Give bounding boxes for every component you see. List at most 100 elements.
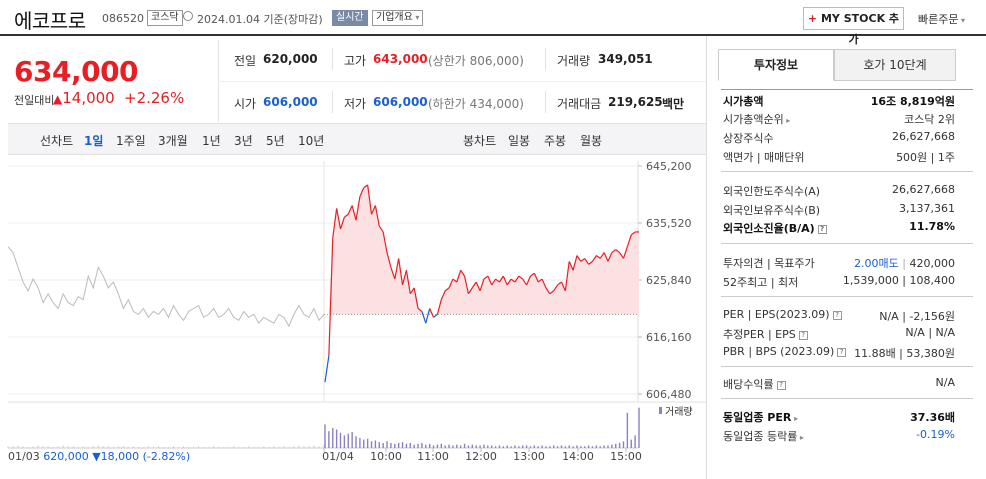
- price-segment: [471, 281, 477, 289]
- info-value: -0.19%: [916, 428, 955, 441]
- price-segment: [456, 270, 462, 283]
- info-key: 동일업종 PER: [723, 411, 792, 424]
- change-label: 전일대비: [14, 94, 55, 107]
- help-icon[interactable]: ?: [776, 381, 786, 390]
- price-segment: [588, 260, 593, 265]
- y-tick-label: 616,160: [646, 331, 692, 344]
- price-segment: [514, 275, 520, 283]
- tab-period-3y[interactable]: 3년: [234, 134, 253, 148]
- price-segment: [502, 275, 508, 286]
- price-segment: [560, 281, 566, 292]
- info-value-text: N/A | N/A: [905, 326, 955, 339]
- chevron-down-icon: ▾: [412, 13, 420, 22]
- price-segment: [336, 208, 342, 230]
- price-segment: [398, 258, 404, 286]
- tab-period-3m[interactable]: 3개월: [158, 134, 188, 148]
- info-key-wrap: 액면가 | 매매단위: [723, 149, 805, 165]
- chart-period-tabs: 선차트 1일 1주일 3개월 1년 3년 5년 10년 봉차트 일봉 주봉 월봉: [8, 123, 706, 155]
- tab-period-1d[interactable]: 1일: [84, 134, 104, 148]
- info-value-text: 3,137,361: [899, 202, 955, 215]
- tab-candle-week[interactable]: 주봉: [544, 134, 567, 148]
- x-tick-label: 12:00: [465, 450, 497, 463]
- info-value-text: 16조 8,819억원: [870, 95, 955, 108]
- price-segment: [479, 278, 485, 292]
- price-segment: [533, 272, 539, 283]
- price-segment: [626, 234, 632, 247]
- price-segment: [564, 261, 570, 291]
- tab-invest-info[interactable]: 투자정보: [718, 49, 834, 81]
- investment-info-panel: 투자정보 호가 10단계 시가총액 16조 8,819억원 시가총액순위 ▸ 코스닥 …: [706, 36, 986, 479]
- price-segment: [355, 196, 361, 221]
- chevron-right-icon[interactable]: ▸: [797, 433, 804, 442]
- chevron-right-icon[interactable]: ▸: [783, 116, 791, 125]
- tab-orderbook[interactable]: 호가 10단계: [834, 49, 956, 81]
- upper-limit: (상한가 806,000): [428, 54, 524, 68]
- chevron-right-icon[interactable]: ▸: [791, 414, 799, 423]
- price-change: ▲14,000: [53, 89, 115, 107]
- price-segment: [615, 249, 620, 254]
- lower-limit: (하한가 434,000): [428, 97, 524, 111]
- price-segment: [436, 299, 442, 315]
- tab-candle-day[interactable]: 일봉: [508, 134, 531, 148]
- high-label: 고가: [344, 54, 367, 68]
- help-icon[interactable]: ?: [798, 331, 808, 340]
- price-segment: [611, 249, 617, 254]
- price-segment: [518, 275, 524, 280]
- price-segment: [510, 278, 516, 283]
- tab-period-5y[interactable]: 5년: [266, 134, 285, 148]
- quick-order-button[interactable]: 빠른주문 ▾: [918, 11, 965, 27]
- price-segment: [382, 231, 388, 253]
- x-tick-label: 01/04: [322, 450, 354, 463]
- price-segment: [460, 269, 466, 277]
- help-icon[interactable]: ?: [817, 225, 827, 234]
- tab-period-1y[interactable]: 1년: [202, 134, 221, 148]
- price-segment: [572, 255, 578, 271]
- add-mystock-button[interactable]: + MY STOCK 추가: [803, 7, 904, 46]
- y-tick-label: 606,480: [646, 388, 692, 401]
- up-area-fill: [325, 184, 639, 315]
- price-segment: [619, 252, 624, 259]
- price-segment: [421, 311, 427, 324]
- help-icon[interactable]: ?: [832, 311, 842, 320]
- info-value: 500원 | 1주: [896, 149, 955, 165]
- info-key: 동일업종 등락률: [723, 430, 798, 443]
- info-value-text: N/A: [935, 376, 955, 389]
- chevron-down-icon: ▾: [958, 16, 966, 25]
- info-value-text: 26,627,668: [892, 183, 955, 196]
- open-label: 시가: [234, 97, 257, 111]
- info-key-wrap: 동일업종 등락률 ▸: [723, 428, 804, 444]
- tab-candle-month[interactable]: 월봉: [580, 134, 603, 148]
- open-value: 606,000: [263, 95, 318, 109]
- info-key-wrap: PBR | BPS (2023.09)?: [723, 345, 847, 358]
- company-overview-button[interactable]: 기업개요 ▾: [372, 10, 424, 26]
- price-segment: [448, 278, 454, 289]
- amount-value: 219,625: [608, 95, 663, 109]
- help-icon[interactable]: ?: [837, 348, 847, 357]
- live-badge[interactable]: 실시간: [332, 10, 368, 26]
- divider: [332, 48, 333, 70]
- info-value: 16조 8,819억원: [871, 93, 955, 109]
- info-key-wrap: PER | EPS(2023.09)?: [723, 308, 842, 321]
- price-segment: [498, 275, 504, 283]
- amount-label: 거래대금: [557, 97, 602, 111]
- info-value-text: -0.19%: [916, 428, 955, 441]
- price-chart: 645,200 635,520 625,840 616,160 606,480 거래량 01…: [7, 160, 706, 463]
- info-value: 26,627,668: [892, 183, 955, 196]
- divider: [721, 171, 973, 172]
- price-segment: [483, 275, 489, 280]
- info-key-wrap: 시가총액순위 ▸: [723, 111, 790, 127]
- info-key-wrap: 52주최고 | 최저: [723, 274, 798, 290]
- add-mystock-label: MY STOCK 추가: [820, 12, 900, 46]
- info-value-text: 420,000: [909, 257, 956, 270]
- info-key-wrap: 상장주식수: [723, 130, 774, 146]
- low-label: 저가: [344, 97, 367, 111]
- price-segment: [394, 258, 400, 280]
- amount-unit: 백만: [662, 97, 685, 111]
- tab-period-10y[interactable]: 10년: [298, 134, 325, 148]
- price-segment: [339, 217, 345, 230]
- price-segment: [506, 278, 512, 286]
- price-segment: [553, 284, 559, 292]
- divider: [545, 48, 546, 70]
- divider: [721, 296, 973, 297]
- tab-period-1w[interactable]: 1주일: [116, 134, 146, 148]
